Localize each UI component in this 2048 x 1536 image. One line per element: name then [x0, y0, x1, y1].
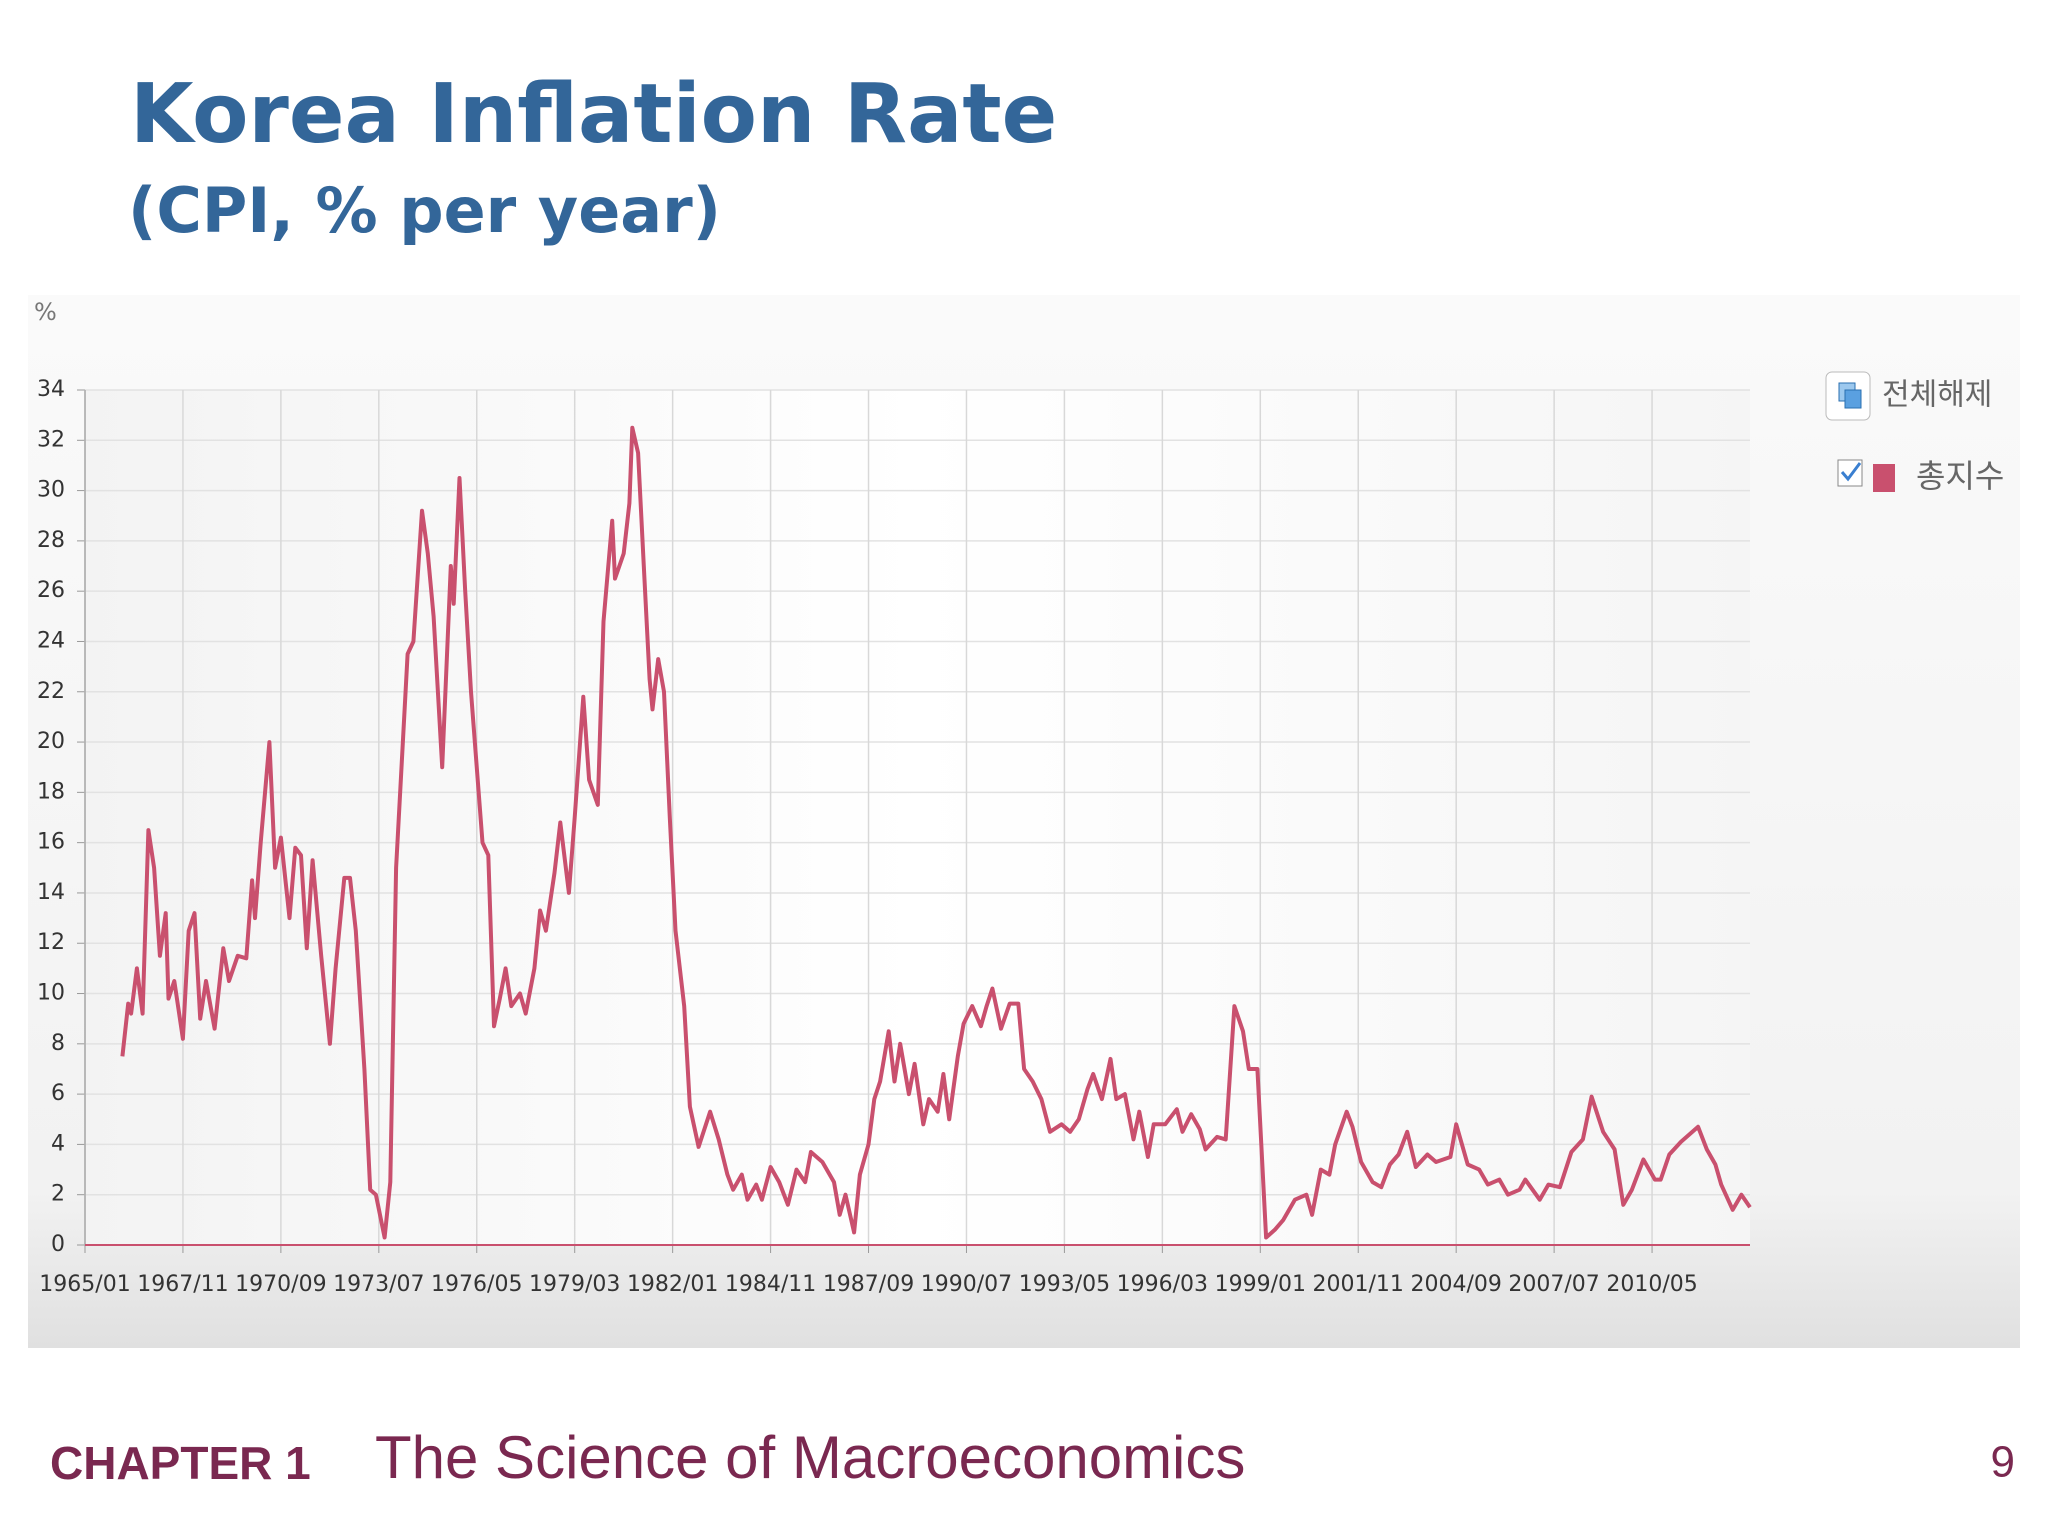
y-tick-label: 6 — [51, 1081, 65, 1106]
x-tick-label: 1987/09 — [823, 1272, 914, 1297]
y-tick-label: 2 — [51, 1182, 65, 1207]
x-tick-label: 1967/11 — [137, 1272, 228, 1297]
footer-chapter: CHAPTER 1 — [50, 1437, 311, 1489]
checkmark — [1840, 462, 1862, 482]
legend-swatch — [1873, 464, 1895, 492]
slide-subtitle: (CPI, % per year) — [128, 174, 721, 247]
y-tick-label: 26 — [37, 578, 65, 603]
x-tick-label: 2004/09 — [1410, 1272, 1501, 1297]
x-tick-label: 1993/05 — [1019, 1272, 1110, 1297]
y-tick-label: 4 — [51, 1131, 65, 1156]
x-tick-label: 1970/09 — [235, 1272, 326, 1297]
series-line — [120, 425, 1752, 1240]
x-tick-label: 2010/05 — [1606, 1272, 1697, 1297]
y-tick-label: 30 — [37, 478, 65, 503]
slide-title: Korea Inflation Rate — [130, 67, 1057, 162]
x-tick-label: 1976/05 — [431, 1272, 522, 1297]
x-tick-label: 1965/01 — [39, 1272, 130, 1297]
x-tick-label: 1999/01 — [1215, 1272, 1306, 1297]
plot-area — [85, 390, 1750, 1245]
x-tick-label: 2007/07 — [1508, 1272, 1599, 1297]
y-tick-label: 14 — [37, 880, 65, 905]
x-tick-label: 1996/03 — [1117, 1272, 1208, 1297]
x-tick-label: 1984/11 — [725, 1272, 816, 1297]
legend-label: 총지수 — [1916, 457, 2004, 495]
x-tick-label: 1982/01 — [627, 1272, 718, 1297]
toggle-icon — [1844, 389, 1862, 409]
y-tick-label: 16 — [37, 830, 65, 855]
page-number: 9 — [1991, 1438, 2015, 1487]
y-tick-label: 10 — [37, 981, 65, 1006]
x-tick-label: 1973/07 — [333, 1272, 424, 1297]
y-tick-label: 20 — [37, 729, 65, 754]
y-tick-label: 32 — [37, 427, 65, 452]
y-tick-label: 22 — [37, 679, 65, 704]
y-tick-label: 0 — [51, 1232, 65, 1257]
y-tick-label: 24 — [37, 628, 65, 653]
y-tick-label: 12 — [37, 930, 65, 955]
footer-title: The Science of Macroeconomics — [375, 1424, 1245, 1491]
y-tick-label: 8 — [51, 1031, 65, 1056]
toggle-label[interactable]: 전체해제 — [1882, 378, 1992, 413]
y-tick-label: 34 — [37, 377, 65, 402]
x-tick-label: 1990/07 — [921, 1272, 1012, 1297]
y-axis-label: % — [34, 298, 57, 326]
x-tick-label: 1979/03 — [529, 1272, 620, 1297]
y-tick-label: 28 — [37, 528, 65, 553]
x-tick-label: 2001/11 — [1313, 1272, 1404, 1297]
y-tick-label: 18 — [37, 779, 65, 804]
